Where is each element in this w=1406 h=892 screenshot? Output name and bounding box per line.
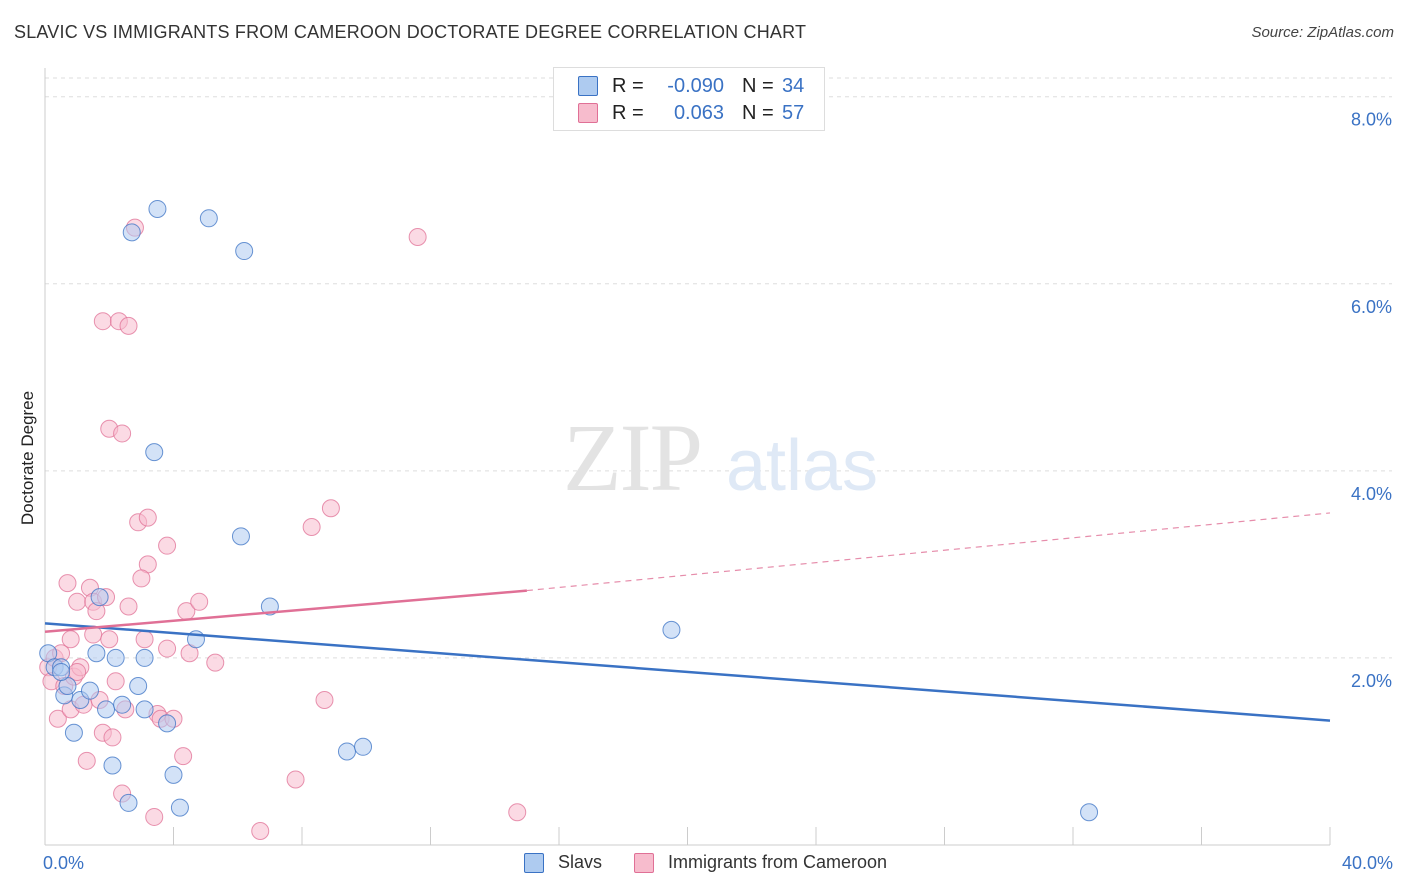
legend-r-label: R = [612,74,644,97]
series-legend-label-cameroon: Immigrants from Cameroon [668,852,888,872]
legend-row-slavs: R = -0.090 N = 34 [578,73,804,99]
legend-r-label: R = [612,101,644,124]
point-cameroon [106,672,125,691]
point-cameroon [77,751,96,770]
point-cameroon [302,517,321,536]
point-slavs [199,209,218,228]
point-cameroon [48,709,67,728]
point-cameroon [119,597,138,616]
point-cameroon [58,574,77,593]
legend-swatch-slavs [578,76,598,96]
watermark: ZIP atlas [563,404,878,511]
series-legend-label-slavs: Slavs [558,852,603,872]
trendline-cameroon-extension [526,512,1331,592]
chart-title: SLAVIC VS IMMIGRANTS FROM CAMEROON DOCTO… [14,22,807,42]
series-legend-swatch-cameroon [634,852,654,873]
legend-n-value: 34 [782,74,805,97]
point-slavs [135,700,154,719]
point-cameroon [158,536,177,555]
axis-layer [44,68,1331,846]
point-cameroon [408,228,427,247]
point-slavs [97,700,116,719]
y-tick-label: 2.0% [1351,671,1392,691]
legend-r-value: -0.090 [667,74,724,97]
trend-layer [44,512,1331,722]
point-cameroon [508,803,527,822]
point-cameroon [68,592,87,611]
point-cameroon [145,807,164,826]
point-slavs [158,714,177,733]
trendline-cameroon [44,589,527,633]
point-cameroon [138,508,157,527]
grid-layer [45,77,1392,659]
point-slavs [122,223,141,242]
point-cameroon [135,630,154,649]
point-slavs [135,648,154,667]
point-slavs [119,793,138,812]
point-slavs [90,588,109,607]
legend-r-value: 0.063 [673,101,724,124]
point-cameroon [321,499,340,518]
series-legend-item-cameroon: Immigrants from Cameroon [634,852,887,873]
point-slavs [354,737,373,756]
point-slavs [260,597,279,616]
point-cameroon [113,424,132,443]
legend-row-cameroon: R = 0.063 N = 57 [578,100,804,126]
legend-n-label: N = [742,74,774,97]
point-cameroon [100,630,119,649]
point-slavs [145,443,164,462]
point-cameroon [315,691,334,710]
point-slavs [235,242,254,261]
point-cameroon [206,653,225,672]
point-slavs [129,676,148,695]
point-cameroon [158,639,177,658]
point-slavs [1080,803,1099,822]
series-legend-swatch-slavs [524,852,544,873]
point-cameroon [132,569,151,588]
series-legend-item-slavs: Slavs [524,852,602,873]
legend-n-value: 57 [782,101,805,124]
point-cameroon [119,316,138,335]
correlation-legend: R = -0.090 N = 34 R = 0.063 N = 57 [553,67,825,131]
point-cameroon [61,630,80,649]
point-slavs [113,695,132,714]
point-cameroon [286,770,305,789]
point-slavs [662,620,681,639]
x-tick-label-min: 0.0% [43,853,84,873]
trendline-slavs [44,622,1331,722]
point-slavs [87,644,106,663]
series-legend: Slavs Immigrants from Cameroon [0,852,1406,876]
point-slavs [64,723,83,742]
watermark-zip: ZIP [563,404,701,511]
points-layer [39,199,1099,840]
x-tick-label-max: 40.0% [1342,853,1393,873]
point-slavs [103,756,122,775]
legend-n-label: N = [742,101,774,124]
point-slavs [231,527,250,546]
point-cameroon [190,592,209,611]
y-tick-label: 4.0% [1351,484,1392,504]
point-slavs [106,648,125,667]
point-cameroon [93,312,112,331]
point-cameroon [174,747,193,766]
point-cameroon [251,821,270,840]
watermark-atlas: atlas [726,426,878,506]
point-cameroon [103,728,122,747]
point-slavs [52,662,71,681]
point-slavs [164,765,183,784]
point-slavs [337,742,356,761]
legend-swatch-cameroon [578,103,598,123]
point-slavs [148,199,167,218]
point-slavs [170,798,189,817]
y-tick-label: 6.0% [1351,297,1392,317]
y-tick-label: 8.0% [1351,110,1392,130]
point-slavs [80,681,99,700]
source-label: Source: ZipAtlas.com [1251,24,1394,41]
tick-label-layer: 2.0% 4.0% 6.0% 8.0% 0.0% 40.0% [43,110,1393,873]
